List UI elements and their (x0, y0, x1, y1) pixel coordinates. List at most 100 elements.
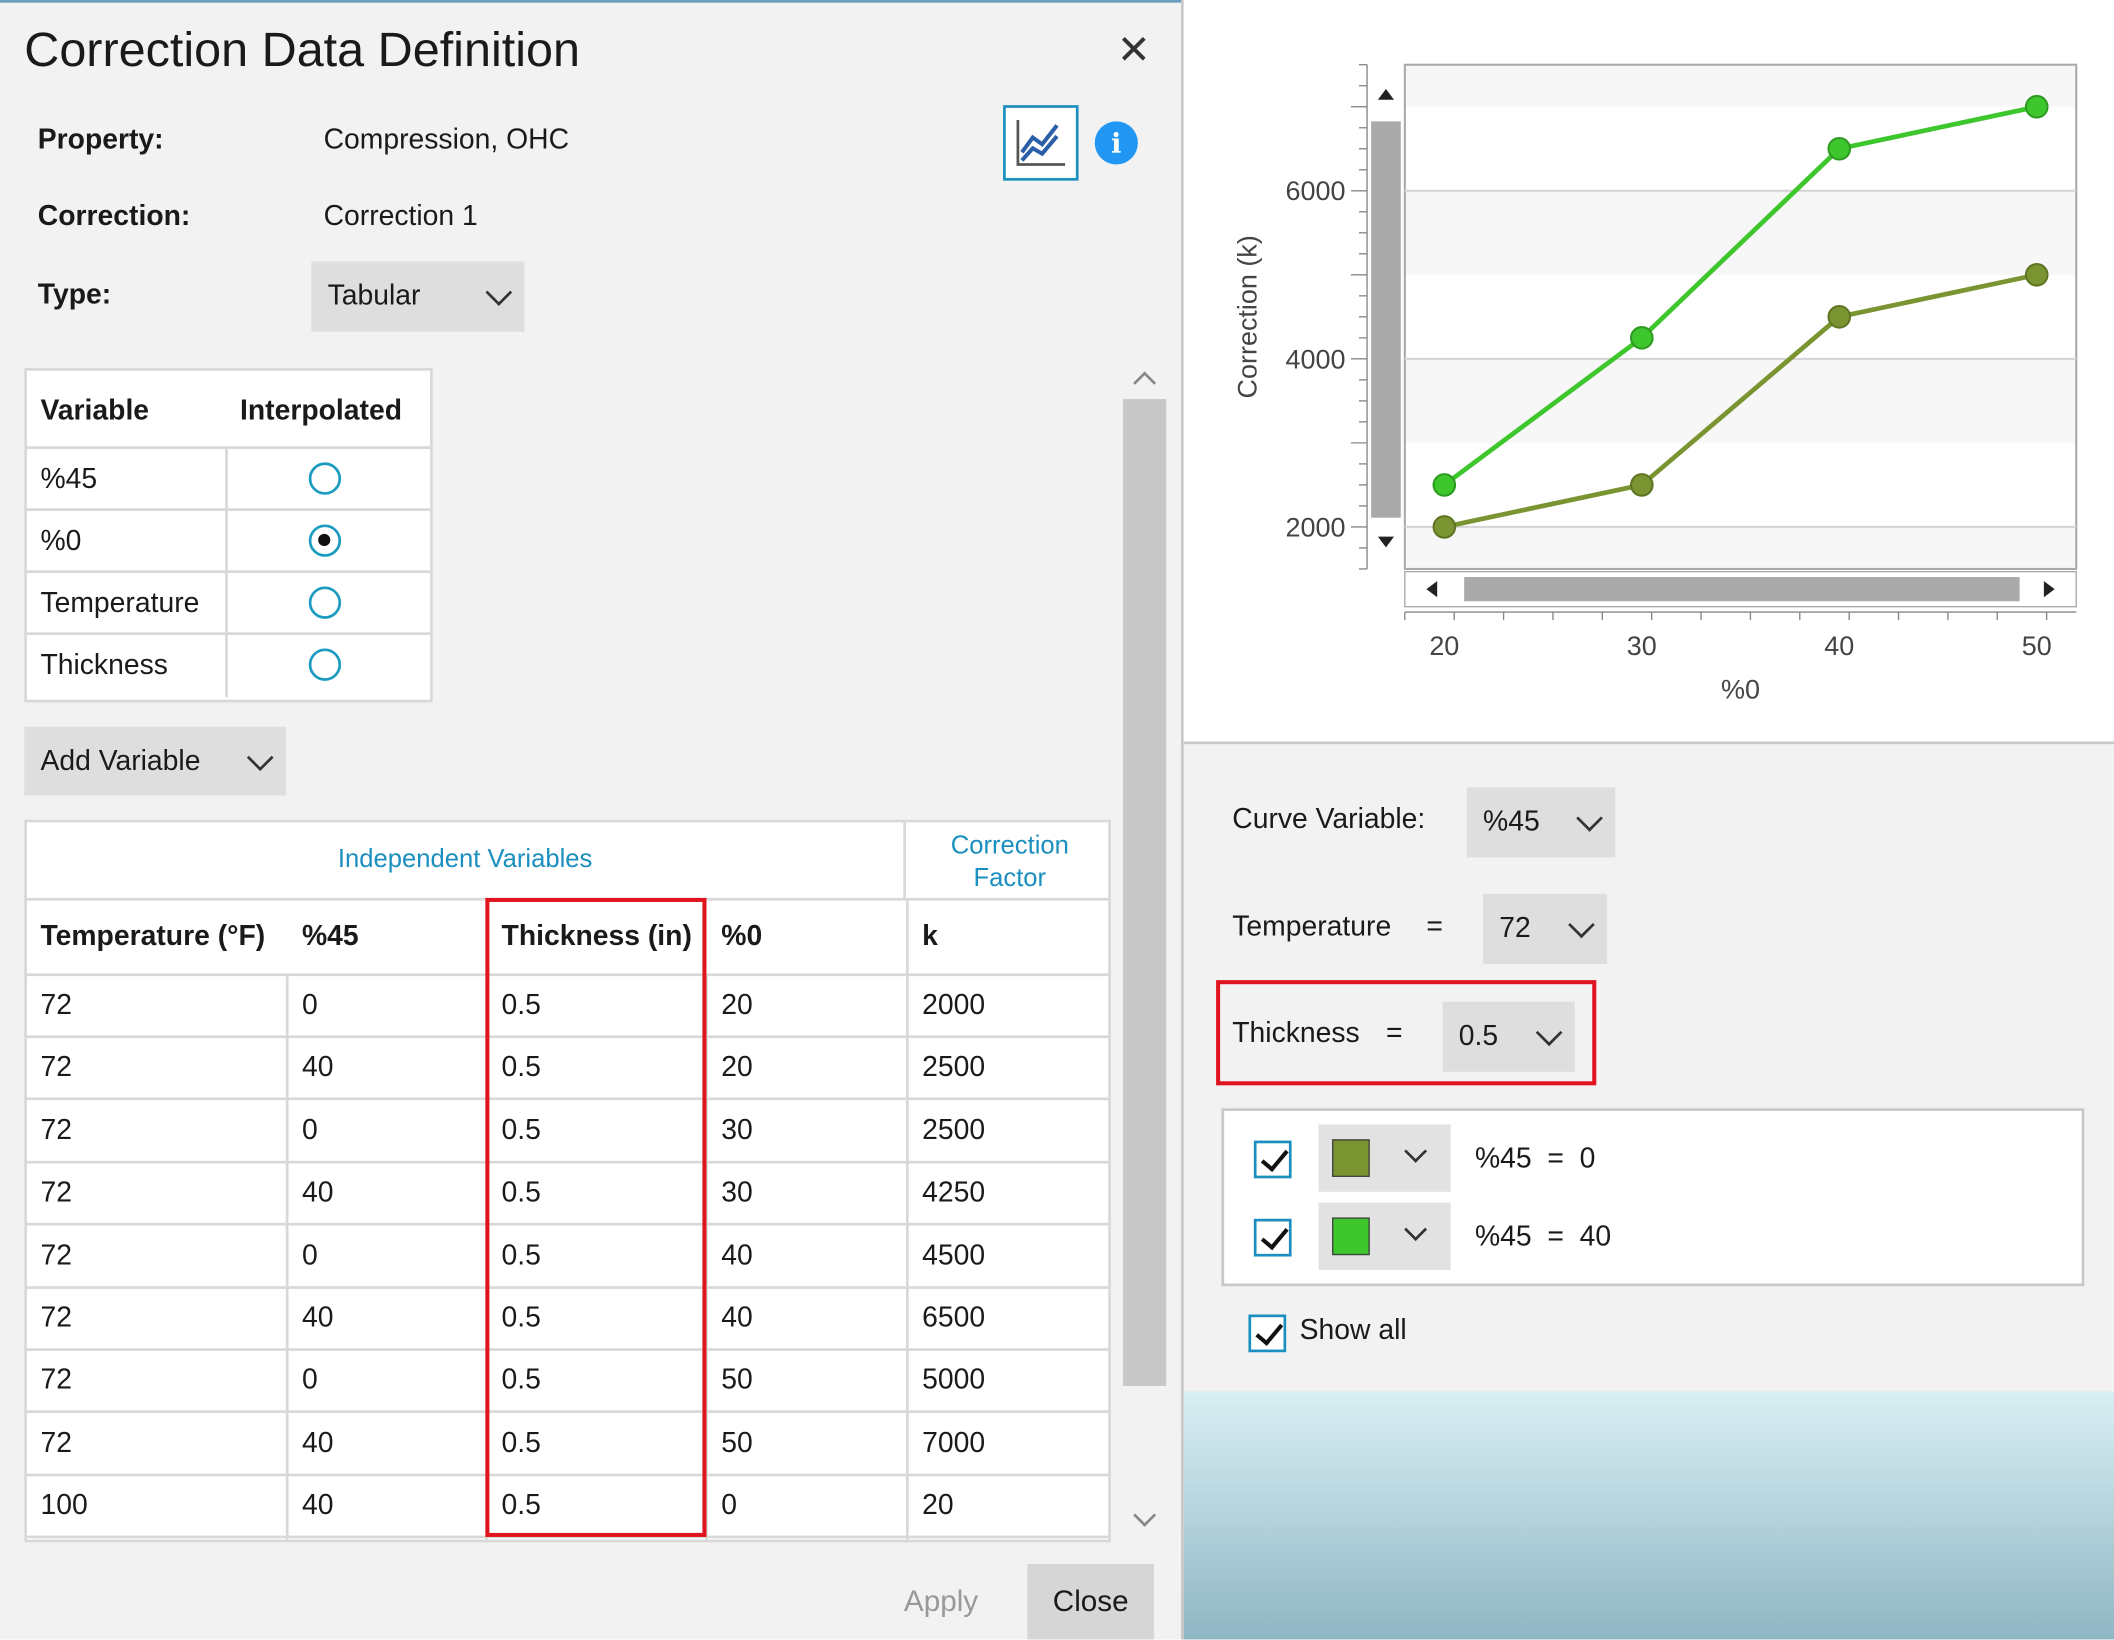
variable-row[interactable]: %0 (26, 508, 431, 573)
cell-0[interactable]: 20 (721, 989, 753, 1021)
cell-k[interactable]: 5000 (922, 1364, 986, 1396)
cell-0[interactable]: 0 (721, 1490, 738, 1522)
cell-k[interactable]: 2500 (922, 1052, 986, 1084)
variable-row[interactable]: Temperature (26, 570, 431, 636)
correction-factor-header-line2: Factor (973, 864, 1047, 893)
column-header-thickness[interactable]: Thickness (in) (501, 920, 692, 952)
chart-toggle-button[interactable] (1003, 105, 1079, 181)
cell-45[interactable]: 40 (301, 1052, 334, 1084)
close-button[interactable]: Close (1027, 1563, 1155, 1640)
apply-button[interactable]: Apply (903, 1584, 979, 1618)
cell-temperature[interactable]: 72 (40, 989, 72, 1021)
curve-variable-dropdown[interactable]: %45 (1466, 787, 1616, 858)
cell-45[interactable]: 0 (301, 1364, 318, 1396)
grid-vertical-scrollbar[interactable] (1122, 359, 1168, 1540)
chevron-down-icon (1404, 1218, 1428, 1242)
cell-thickness[interactable]: 0.5 (501, 1052, 541, 1084)
interpolated-radio-selected[interactable] (308, 524, 342, 557)
cell-temperature[interactable]: 72 (40, 1177, 72, 1209)
info-icon[interactable]: i (1094, 121, 1138, 165)
cell-temperature[interactable]: 72 (40, 1114, 72, 1146)
panel-background (1183, 1391, 2114, 1640)
y-tick-label: 4000 (1286, 344, 1346, 374)
column-header-45[interactable]: %45 (301, 920, 359, 952)
data-point (1432, 473, 1457, 497)
interpolated-radio[interactable] (308, 462, 342, 495)
temperature-dropdown[interactable]: 72 (1483, 893, 1608, 964)
cell-0[interactable]: 30 (721, 1114, 753, 1146)
cell-temperature[interactable]: 72 (40, 1364, 72, 1396)
variable-row[interactable]: %45 (26, 446, 431, 511)
type-dropdown[interactable]: Tabular (311, 261, 525, 332)
scrollbar-thumb[interactable] (1123, 399, 1167, 1386)
correction-factor-header: Correction Factor (909, 830, 1109, 895)
cell-45[interactable]: 40 (301, 1427, 334, 1459)
cell-45[interactable]: 40 (301, 1490, 334, 1522)
cell-0[interactable]: 40 (721, 1239, 753, 1271)
cell-k[interactable]: 7000 (922, 1427, 986, 1459)
cell-temperature[interactable]: 72 (40, 1302, 72, 1334)
cell-0[interactable]: 50 (721, 1364, 753, 1396)
correction-data-grid: Independent Variables Correction Factor … (24, 819, 1111, 1543)
cell-k[interactable]: 4250 (922, 1177, 986, 1209)
series-0-color-picker[interactable] (1318, 1124, 1451, 1192)
interpolated-radio[interactable] (308, 648, 342, 681)
cell-45[interactable]: 0 (301, 989, 318, 1021)
show-all-label[interactable]: Show all (1299, 1314, 1407, 1346)
column-header-0[interactable]: %0 (721, 920, 763, 952)
cell-thickness[interactable]: 0.5 (501, 1364, 541, 1396)
cell-temperature[interactable]: 100 (40, 1490, 88, 1522)
add-variable-button[interactable]: Add Variable (24, 726, 286, 796)
table-row[interactable]: 72 0 0.5 50 5000 (26, 1351, 1109, 1414)
show-all-checkbox[interactable] (1248, 1314, 1287, 1353)
scroll-down-arrow-icon[interactable] (1133, 1503, 1157, 1527)
cell-thickness[interactable]: 0.5 (501, 1177, 541, 1209)
add-variable-label: Add Variable (40, 744, 201, 776)
thickness-dropdown[interactable]: 0.5 (1442, 1001, 1575, 1072)
cell-thickness[interactable]: 0.5 (501, 1302, 541, 1334)
cell-0[interactable]: 40 (721, 1302, 753, 1334)
cell-temperature[interactable]: 72 (40, 1427, 72, 1459)
y-scrollbar-thumb (1371, 121, 1401, 518)
cell-k[interactable]: 20 (922, 1490, 954, 1522)
column-header-k[interactable]: k (922, 920, 938, 952)
table-row[interactable]: 72 0 0.5 30 2500 (26, 1101, 1109, 1164)
table-row[interactable]: 72 0 0.5 40 4500 (26, 1226, 1109, 1289)
column-header-temperature[interactable]: Temperature (°F) (40, 920, 266, 952)
cell-k[interactable]: 2000 (922, 989, 986, 1021)
cell-thickness[interactable]: 0.5 (501, 1490, 541, 1522)
scroll-down-arrow-icon (1377, 536, 1395, 548)
interpolated-radio[interactable] (308, 586, 342, 619)
cell-0[interactable]: 30 (721, 1177, 753, 1209)
table-row[interactable]: 72 40 0.5 30 4250 (26, 1164, 1109, 1226)
scroll-up-arrow-icon[interactable] (1133, 371, 1157, 395)
variable-row[interactable]: Thickness (26, 632, 431, 698)
cell-thickness[interactable]: 0.5 (501, 1239, 541, 1271)
cell-temperature[interactable]: 72 (40, 1239, 72, 1271)
cell-k[interactable]: 6500 (922, 1302, 986, 1334)
table-row[interactable]: 72 40 0.5 20 2500 (26, 1039, 1109, 1101)
table-row[interactable]: 72 0 0.5 20 2000 (26, 976, 1109, 1039)
cell-k[interactable]: 4500 (922, 1239, 986, 1271)
series-40-color-picker[interactable] (1318, 1202, 1451, 1271)
cell-45[interactable]: 0 (301, 1114, 318, 1146)
close-icon[interactable]: ✕ (1116, 28, 1151, 73)
property-label: Property: (37, 124, 164, 156)
cell-45[interactable]: 40 (301, 1177, 334, 1209)
table-row[interactable]: 100 40 0.5 0 20 (26, 1477, 1109, 1539)
cell-thickness[interactable]: 0.5 (501, 989, 541, 1021)
cell-45[interactable]: 0 (301, 1239, 318, 1271)
series-0-checkbox[interactable] (1253, 1140, 1292, 1179)
cell-temperature[interactable]: 72 (40, 1052, 72, 1084)
cell-0[interactable]: 20 (721, 1052, 753, 1084)
cell-45[interactable]: 40 (301, 1302, 334, 1334)
series-40-checkbox[interactable] (1253, 1218, 1292, 1257)
cell-0[interactable]: 50 (721, 1427, 753, 1459)
scroll-right-arrow-icon (2043, 581, 2055, 598)
cell-k[interactable]: 2500 (922, 1114, 986, 1146)
table-row[interactable]: 72 40 0.5 40 6500 (26, 1289, 1109, 1351)
cell-thickness[interactable]: 0.5 (501, 1427, 541, 1459)
table-row[interactable]: 72 40 0.5 50 7000 (26, 1414, 1109, 1477)
x-tick-label: 40 (1824, 631, 1854, 661)
cell-thickness[interactable]: 0.5 (501, 1114, 541, 1146)
